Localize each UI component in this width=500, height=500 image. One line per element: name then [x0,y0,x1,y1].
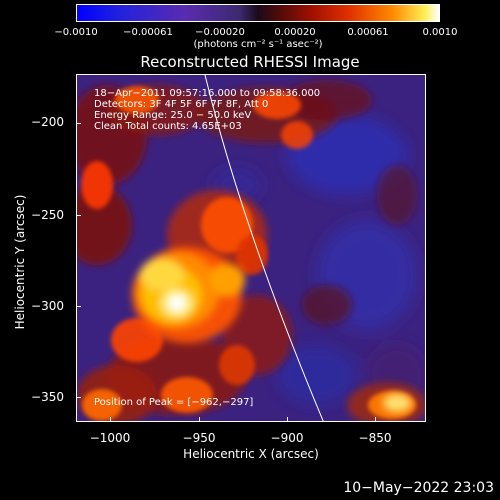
colorbar-tick: −0.0010 [54,27,98,38]
x-tick: −950 [182,431,216,445]
y-tick-mark [76,306,81,307]
colorbar-tick: −0.00061 [123,27,173,38]
info-detectors: Detectors: 3F 4F 5F 6F 7F 8F, Att 0 [94,99,269,110]
x-tick-mark [199,417,200,422]
footer-timestamp: 10−May−2022 23:03 [343,480,494,496]
x-tick-mark [375,417,376,422]
rhessi-image [77,75,425,421]
x-tick: −850 [358,431,392,445]
x-tick-mark [287,417,288,422]
info-energy-range: Energy Range: 25.0 − 50.0 keV [94,110,252,121]
info-time-range: 18−Apr−2011 09:57:16.000 to 09:58:36.000 [94,88,321,99]
observation-info: 18−Apr−2011 09:57:16.000 to 09:58:36.000… [94,88,320,132]
y-tick: −350 [31,390,64,404]
x-tick: −900 [270,431,304,445]
peak-position-label: Position of Peak = [−962,−297] [94,397,254,408]
y-tick: −300 [31,299,64,313]
y-tick: −200 [31,115,64,129]
y-tick-mark [76,397,81,398]
colorbar-unit-label: (photons cm⁻² s⁻¹ asec⁻²) [193,39,323,50]
colorbar-tick: 0.0010 [422,27,458,38]
colorbar-tick: 0.00061 [347,27,389,38]
colorbar [76,4,440,22]
y-tick: −250 [31,208,64,222]
colorbar-tick: −0.00020 [195,27,245,38]
y-axis-label: Heliocentric Y (arcsec) [13,194,27,330]
x-axis-label: Heliocentric X (arcsec) [183,447,319,461]
x-tick-mark [110,417,111,422]
y-tick-mark [76,123,81,124]
y-tick-mark [76,215,81,216]
colorbar-tick: 0.00020 [274,27,316,38]
image-panel [76,74,426,422]
plot-title: Reconstructed RHESSI Image [140,53,360,71]
x-tick: −1000 [89,431,131,445]
info-total-counts: Clean Total counts: 4.65E+03 [94,121,242,132]
